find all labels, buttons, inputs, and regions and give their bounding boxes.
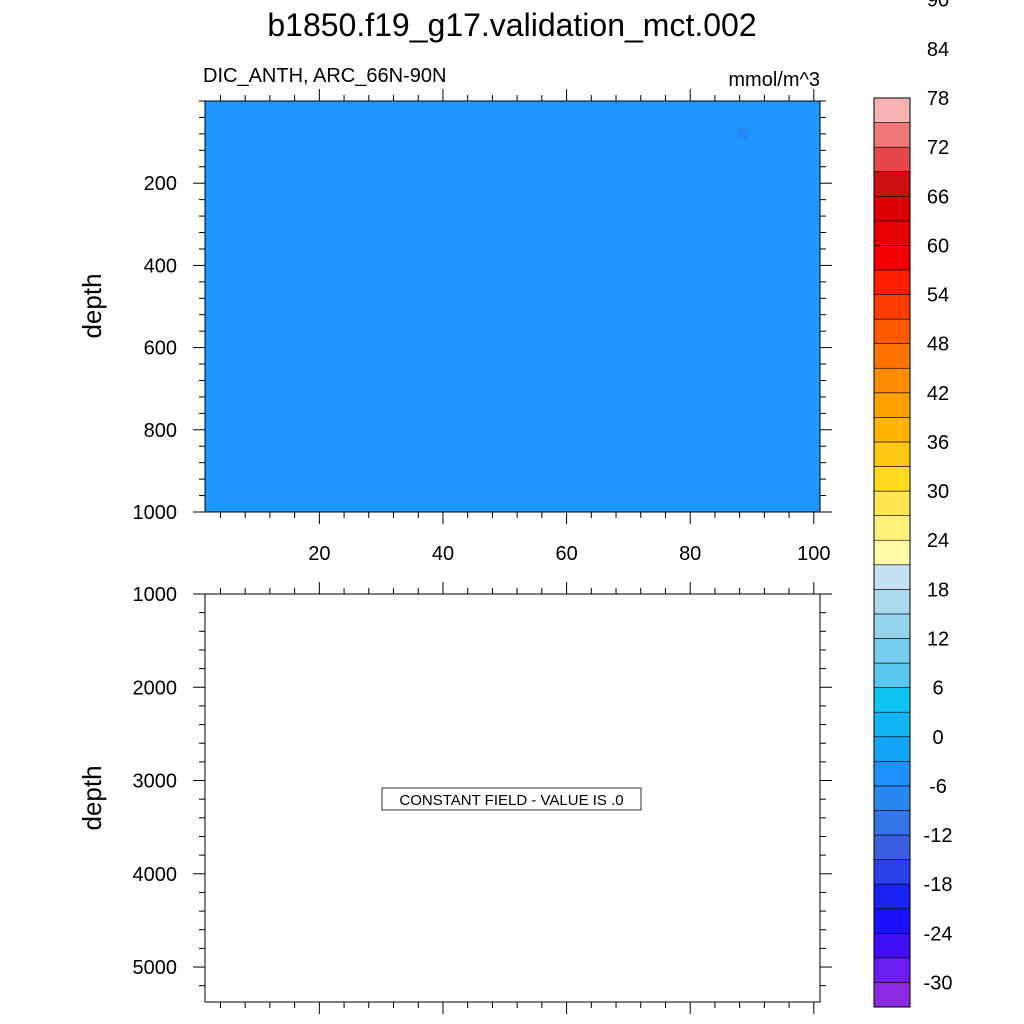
y-tick-label: 600	[144, 338, 177, 360]
colorbar: -30 -24 -18 -12 -6 0 6 12 18 24 30 36 42 48 54 60 66 72 78…	[873, 0, 953, 1008]
colorbar-swatch	[873, 417, 911, 443]
colorbar-swatch	[873, 687, 911, 713]
colorbar-swatch	[873, 859, 911, 885]
y-tick-label: 2000	[133, 677, 178, 699]
x-tick-label: 100	[797, 543, 830, 565]
colorbar-tick-label: 42	[927, 383, 949, 405]
colorbar-swatch	[873, 662, 911, 688]
colorbar-tick-label: 18	[927, 579, 949, 601]
y-tick-label: 1000	[133, 502, 178, 524]
y-tick-label: 400	[144, 255, 177, 277]
colorbar-swatch	[873, 883, 911, 910]
plot-frame	[204, 100, 821, 513]
x-tick-label: 40	[432, 543, 454, 565]
y-tick-label: 200	[144, 173, 177, 195]
colorbar-tick-label: 78	[927, 88, 949, 110]
colorbar-tick-label: 36	[927, 432, 949, 454]
colorbar-swatch	[873, 785, 911, 811]
colorbar-swatch	[873, 539, 911, 566]
colorbar-tick-label: 48	[927, 334, 949, 356]
colorbar-tick-label: 6	[932, 678, 943, 700]
colorbar-swatch	[873, 589, 911, 615]
annotation-text: CONSTANT FIELD - VALUE IS .0	[399, 792, 623, 809]
colorbar-swatch	[873, 613, 911, 639]
colorbar-tick-label: 72	[927, 137, 949, 159]
colorbar-swatch	[873, 367, 911, 394]
colorbar-tick-label: -12	[924, 825, 953, 847]
colorbar-swatch	[873, 564, 911, 590]
colorbar-swatch	[873, 761, 911, 787]
colorbar-swatch	[873, 171, 911, 197]
colorbar-swatch	[873, 122, 911, 148]
colorbar-swatch	[873, 711, 911, 738]
colorbar-swatch	[873, 97, 911, 123]
x-tick-label: 80	[679, 543, 701, 565]
colorbar-swatch	[873, 245, 911, 271]
colorbar-tick-label: -30	[924, 972, 953, 994]
colorbar-swatch	[873, 343, 911, 369]
colorbar-tick-label: -6	[929, 776, 947, 798]
annotation-box	[381, 787, 642, 811]
plot-fill	[205, 101, 820, 512]
colorbar-tick-label: 24	[927, 530, 949, 552]
colorbar-swatch	[873, 195, 911, 222]
colorbar-frame	[873, 97, 911, 1008]
chart-title: b1850.f19_g17.validation_mct.002	[267, 7, 756, 43]
colorbar-swatch	[873, 932, 911, 959]
y-tick-label: 4000	[133, 864, 178, 886]
y-tick-label: 800	[144, 420, 177, 442]
colorbar-swatch	[873, 957, 911, 983]
colorbar-swatch	[873, 908, 911, 934]
colorbar-tick-label: 60	[927, 235, 949, 257]
colorbar-swatch	[873, 466, 911, 492]
top-panel: 20 40 60 80 100 200 400 600 800 1000	[133, 89, 832, 565]
colorbar-tick-label: 54	[927, 285, 949, 307]
colorbar-swatch	[873, 269, 911, 295]
top-panel-ylabel: depth	[77, 273, 107, 338]
colorbar-swatch	[873, 146, 911, 173]
x-tick-label: 20	[308, 543, 330, 565]
colorbar-swatch	[873, 515, 911, 541]
constant-field-annotation: CONSTANT FIELD - VALUE IS .0	[381, 787, 642, 811]
y-tick-label: 5000	[133, 957, 178, 979]
units-label: mmol/m^3	[728, 69, 820, 91]
colorbar-swatch	[873, 736, 911, 762]
colorbar-swatch	[873, 441, 911, 467]
x-tick-label: 60	[555, 543, 577, 565]
colorbar-swatch	[873, 810, 911, 836]
colorbar-swatch	[873, 834, 911, 860]
colorbar-swatch	[873, 982, 911, 1008]
y-tick-label: 3000	[133, 771, 178, 793]
colorbar-swatch	[873, 638, 911, 664]
colorbar-tick-label: 30	[927, 481, 949, 503]
y-tick-label: 1000	[133, 584, 178, 606]
colorbar-swatch	[873, 318, 911, 344]
colorbar-tick-label: -24	[924, 923, 953, 945]
data-spot	[737, 128, 748, 139]
colorbar-tick-label: 90	[927, 0, 949, 12]
colorbar-tick-label: 84	[927, 39, 949, 61]
bottom-panel-ylabel: depth	[77, 765, 107, 830]
variable-label: DIC_ANTH, ARC_66N-90N	[203, 65, 446, 87]
colorbar-tick-label: 12	[927, 628, 949, 650]
colorbar-swatch	[873, 220, 911, 246]
colorbar-tick-label: 66	[927, 186, 949, 208]
colorbar-swatch	[873, 294, 911, 320]
colorbar-tick-label: 0	[932, 727, 943, 749]
plot-frame	[204, 593, 821, 1003]
colorbar-swatch	[873, 392, 911, 418]
colorbar-swatch	[873, 490, 911, 516]
colorbar-tick-label: -18	[924, 874, 953, 896]
